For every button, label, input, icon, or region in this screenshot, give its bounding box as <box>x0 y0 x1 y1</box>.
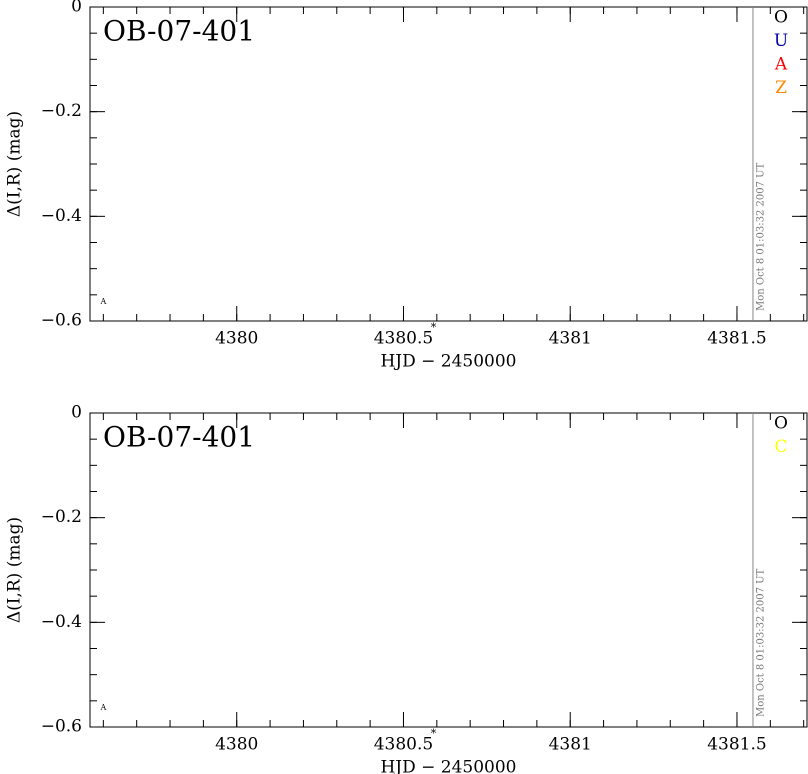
star-marker: * <box>431 727 437 740</box>
chart-title: OB-07-401 <box>103 15 255 48</box>
y-tick-label: −0.2 <box>41 101 82 121</box>
legend-entry: C <box>774 437 787 457</box>
x-tick-label: 4381.5 <box>707 329 766 349</box>
legend-entry: A <box>774 55 788 75</box>
y-axis-label: Δ(I,R) (mag) <box>5 517 25 623</box>
legend-entry: O <box>774 8 788 28</box>
x-tick-label: 4380.5 <box>374 735 433 755</box>
y-tick-label: 0 <box>71 0 82 17</box>
x-tick-label: 4381 <box>549 329 592 349</box>
x-tick-label: 4380 <box>215 735 258 755</box>
point-marker: A <box>99 297 106 306</box>
plot-frame <box>89 412 808 728</box>
y-tick-label: 0 <box>71 403 82 423</box>
y-tick-label: −0.4 <box>41 612 82 632</box>
plot-frame <box>89 6 808 322</box>
x-tick-label: 4381 <box>549 735 592 755</box>
y-tick-label: −0.4 <box>41 206 82 226</box>
y-tick-label: −0.6 <box>41 717 82 737</box>
timestamp: Mon Oct 8 01:03:32 2007 UT <box>755 568 766 717</box>
point-marker: A <box>99 703 106 712</box>
chart-title: OB-07-401 <box>103 421 255 454</box>
y-tick-label: −0.2 <box>41 507 82 527</box>
legend-entry: O <box>774 414 788 434</box>
y-axis-label: Δ(I,R) (mag) <box>5 111 25 217</box>
legend-entry: Z <box>775 78 787 98</box>
star-marker: * <box>431 321 437 334</box>
x-axis-label: HJD − 2450000 <box>380 352 516 372</box>
x-tick-label: 4381.5 <box>707 735 766 755</box>
legend-entry: U <box>774 31 788 51</box>
timestamp: Mon Oct 8 01:03:32 2007 UT <box>755 162 766 311</box>
x-tick-label: 4380 <box>215 329 258 349</box>
x-axis-label: HJD − 2450000 <box>380 758 516 774</box>
y-tick-label: −0.6 <box>41 311 82 331</box>
x-tick-label: 4380.5 <box>374 329 433 349</box>
